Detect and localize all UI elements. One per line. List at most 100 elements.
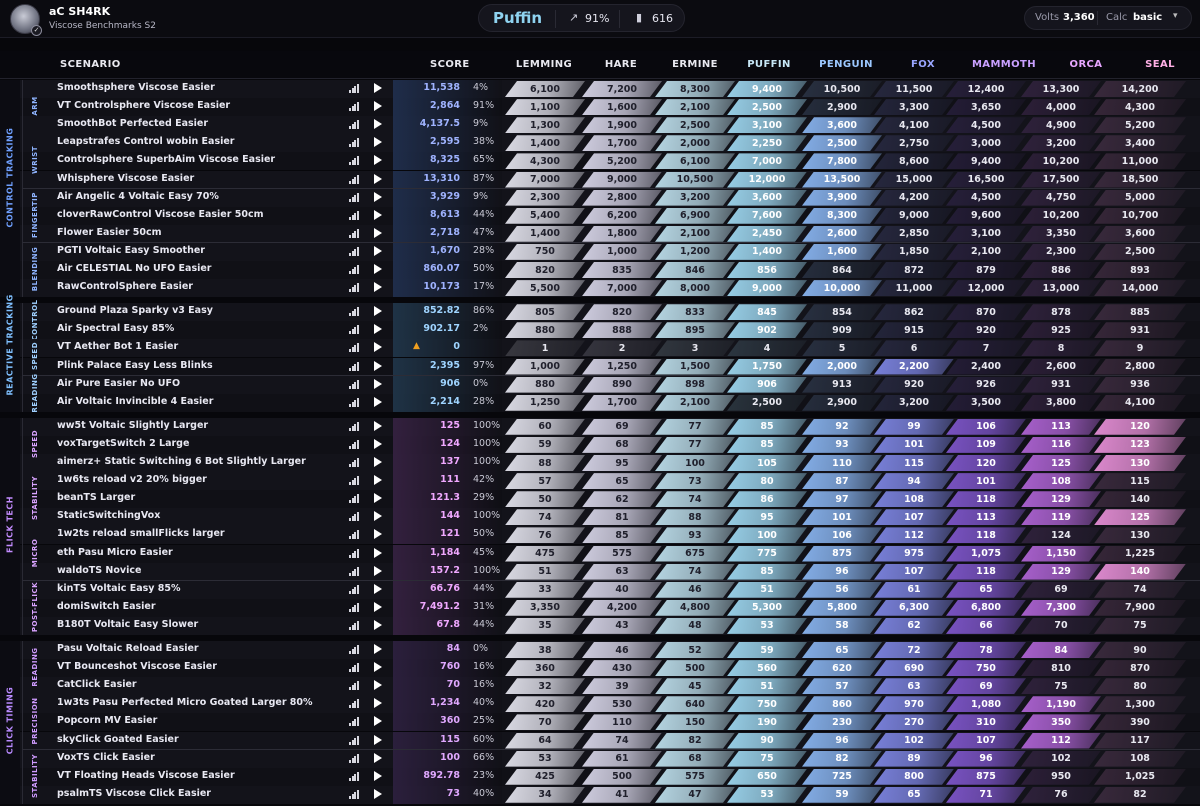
play-icon[interactable]: [374, 245, 382, 256]
play-icon[interactable]: [374, 137, 382, 148]
scenario-row[interactable]: skyClick Goated Easier 115 60% 64 74 82 90 96 10…: [0, 731, 1200, 750]
play-icon[interactable]: [374, 342, 382, 353]
scenario-name[interactable]: domiSwitch Easier: [57, 600, 156, 612]
scenario-name[interactable]: SmoothBot Perfected Easier: [57, 118, 209, 130]
leaderboard-icon[interactable]: [349, 753, 359, 763]
scenario-row[interactable]: Popcorn MV Easier 360 25% 70 110 150 190 230 270…: [0, 713, 1200, 732]
rank-column-header[interactable]: HARE: [604, 59, 638, 70]
leaderboard-icon[interactable]: [349, 717, 359, 727]
scenario-name[interactable]: Smoothsphere Viscose Easier: [57, 82, 215, 93]
scenario-name[interactable]: VoxTS Click Easier: [57, 751, 155, 763]
leaderboard-icon[interactable]: [349, 192, 359, 202]
leaderboard-icon[interactable]: [349, 439, 359, 449]
play-icon[interactable]: [374, 420, 382, 431]
scenario-row[interactable]: Ground Plaza Sparky v3 Easy 852.82 86% 805 8…: [0, 303, 1200, 322]
scenario-name[interactable]: beanTS Larger: [57, 492, 136, 504]
rank-column-header[interactable]: PUFFIN: [747, 59, 791, 70]
play-icon[interactable]: [374, 619, 382, 630]
scenario-name[interactable]: VT Controlsphere Viscose Easier: [57, 100, 231, 112]
scenario-row[interactable]: VoxTS Click Easier 100 66% 53 61 68 75 82 89 96 10…: [0, 749, 1200, 768]
scenario-name[interactable]: Air Pure Easier No UFO: [57, 377, 181, 389]
play-icon[interactable]: [374, 191, 382, 202]
play-icon[interactable]: [374, 83, 382, 93]
play-icon[interactable]: [374, 529, 382, 540]
rank-column-header[interactable]: SEAL: [1145, 59, 1175, 70]
scenario-name[interactable]: CatClick Easier: [57, 679, 137, 691]
scenario-row[interactable]: Plink Palace Easy Less Blinks 2,395 97% 1,0…: [0, 357, 1200, 376]
scenario-name[interactable]: skyClick Goated Easier: [57, 733, 179, 745]
scenario-name[interactable]: B180T Voltaic Easy Slower: [57, 618, 199, 630]
play-icon[interactable]: [374, 698, 382, 709]
scenario-name[interactable]: Plink Palace Easy Less Blinks: [57, 359, 213, 371]
play-icon[interactable]: [374, 378, 382, 389]
leaderboard-icon[interactable]: [349, 283, 359, 293]
leaderboard-icon[interactable]: [349, 602, 359, 612]
username[interactable]: aC SH4RK: [49, 5, 111, 18]
scenario-row[interactable]: domiSwitch Easier 7,491.2 31% 3,350 4,200 4,8…: [0, 598, 1200, 617]
play-icon[interactable]: [374, 306, 382, 317]
play-icon[interactable]: [374, 360, 382, 371]
scenario-name[interactable]: cloverRawControl Viscose Easier 50cm: [57, 208, 264, 220]
leaderboard-icon[interactable]: [349, 138, 359, 148]
scenario-name[interactable]: voxTargetSwitch 2 Large: [57, 437, 190, 449]
scenario-row[interactable]: Air Spectral Easy 85% 902.17 2% 880 888 895 90…: [0, 321, 1200, 340]
leaderboard-icon[interactable]: [349, 120, 359, 130]
scenario-name[interactable]: Air Angelic 4 Voltaic Easy 70%: [57, 190, 219, 202]
scenario-row[interactable]: Air Pure Easier No UFO 906 0% 880 890 898 906 9…: [0, 375, 1200, 394]
play-icon[interactable]: [374, 101, 382, 112]
scenario-name[interactable]: PGTI Voltaic Easy Smoother: [57, 244, 205, 256]
leaderboard-icon[interactable]: [349, 494, 359, 504]
play-icon[interactable]: [374, 438, 382, 449]
leaderboard-icon[interactable]: [349, 84, 359, 93]
scenario-name[interactable]: 1w3ts Pasu Perfected Micro Goated Larger…: [57, 697, 313, 709]
scenario-row[interactable]: VT Bounceshot Viscose Easier 760 16% 360 430…: [0, 659, 1200, 678]
play-icon[interactable]: [374, 601, 382, 612]
scenario-name[interactable]: VT Floating Heads Viscose Easier: [57, 769, 235, 781]
scenario-row[interactable]: waldoTS Novice 157.2 100% 51 63 74 85 96 107 118 1…: [0, 562, 1200, 581]
play-icon[interactable]: [374, 511, 382, 522]
leaderboard-icon[interactable]: [349, 620, 359, 630]
play-icon[interactable]: [374, 493, 382, 504]
scenario-row[interactable]: aimerz+ Static Switching 6 Bot Slightly …: [0, 454, 1200, 472]
scenario-row[interactable]: VT Controlsphere Viscose Easier 2,864 91% 1…: [0, 98, 1200, 117]
play-icon[interactable]: [374, 264, 382, 274]
scenario-name[interactable]: ww5t Voltaic Slightly Larger: [57, 419, 209, 431]
leaderboard-icon[interactable]: [349, 681, 359, 691]
play-icon[interactable]: [374, 547, 382, 558]
play-icon[interactable]: [374, 752, 382, 763]
scenario-name[interactable]: Leapstrafes Control wobin Easier: [57, 136, 235, 148]
scenario-name[interactable]: Flower Easier 50cm: [57, 226, 162, 238]
scenario-name[interactable]: Air Spectral Easy 85%: [57, 323, 175, 335]
scenario-row[interactable]: psalmTS Viscose Click Easier 73 40% 34 41 47 5…: [0, 785, 1200, 804]
scenario-row[interactable]: Flower Easier 50cm 2,718 47% 1,400 1,800 2,10…: [0, 224, 1200, 243]
leaderboard-icon[interactable]: [349, 476, 359, 486]
play-icon[interactable]: [374, 770, 382, 781]
scenario-row[interactable]: kinTS Voltaic Easy 85% 66.76 44% 33 40 46 51 56…: [0, 580, 1200, 599]
scenario-name[interactable]: 1w2ts reload smallFlicks larger: [57, 528, 225, 540]
play-icon[interactable]: [374, 475, 382, 486]
scenario-name[interactable]: VT Bounceshot Viscose Easier: [57, 661, 217, 673]
leaderboard-icon[interactable]: [349, 102, 359, 112]
rank-column-header[interactable]: ERMINE: [672, 59, 718, 70]
leaderboard-icon[interactable]: [349, 789, 359, 799]
scenario-row[interactable]: B180T Voltaic Easy Slower 67.8 44% 35 43 48 53…: [0, 616, 1200, 635]
play-icon[interactable]: [374, 716, 382, 727]
play-icon[interactable]: [374, 734, 382, 745]
play-icon[interactable]: [374, 227, 382, 238]
leaderboard-icon[interactable]: [349, 343, 359, 353]
play-icon[interactable]: [374, 644, 382, 654]
scenario-row[interactable]: ww5t Voltaic Slightly Larger 125 100% 60 69 7…: [0, 417, 1200, 436]
scenario-row[interactable]: 1w6ts reload v2 20% bigger 111 42% 57 65 73 80…: [0, 472, 1200, 491]
leaderboard-icon[interactable]: [349, 645, 359, 654]
scenario-row[interactable]: voxTargetSwitch 2 Large 124 100% 59 68 77 85 93…: [0, 435, 1200, 454]
leaderboard-icon[interactable]: [349, 156, 359, 166]
scenario-row[interactable]: Smoothsphere Viscose Easier 11,538 4% 6,100…: [0, 80, 1200, 98]
scenario-name[interactable]: Pasu Voltaic Reload Easier: [57, 643, 199, 654]
scenario-column-header[interactable]: SCENARIO: [60, 59, 121, 70]
scenario-name[interactable]: aimerz+ Static Switching 6 Bot Slightly …: [57, 456, 306, 467]
rank-column-header[interactable]: FOX: [911, 59, 935, 70]
scenario-name[interactable]: StaticSwitchingVox: [57, 510, 161, 522]
score-column-header[interactable]: SCORE: [430, 59, 470, 70]
leaderboard-icon[interactable]: [349, 246, 359, 256]
rank-column-header[interactable]: PENGUIN: [819, 59, 873, 70]
